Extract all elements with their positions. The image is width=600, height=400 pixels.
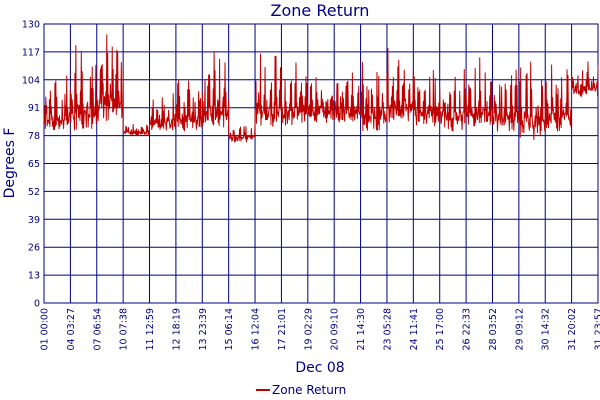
y-tick-label: 78 <box>28 131 40 142</box>
x-tick-label: 07 06:54 <box>92 308 103 351</box>
x-tick-label: 24 11:41 <box>409 308 420 351</box>
y-tick-label: 130 <box>22 20 40 31</box>
x-tick-label: 26 22:33 <box>462 308 473 351</box>
plot-border <box>43 23 599 304</box>
x-tick-label: 19 02:29 <box>303 308 314 351</box>
y-tick-label: 0 <box>34 299 40 310</box>
y-tick-label: 26 <box>28 243 40 254</box>
x-tick-label: 28 03:52 <box>488 308 499 351</box>
y-tick-label: 91 <box>28 103 40 114</box>
y-tick-label: 52 <box>28 187 40 198</box>
x-tick-label: 29 09:12 <box>514 308 525 351</box>
legend: Zone Return <box>256 383 346 397</box>
series-line-zone-return <box>43 34 599 143</box>
x-tick-label: 30 14:32 <box>541 308 552 351</box>
x-tick-label: 25 17:00 <box>435 308 446 351</box>
y-tick-label: 104 <box>22 75 40 86</box>
chart-title: Zone Return <box>271 1 370 20</box>
x-tick-label: 16 12:04 <box>251 308 262 351</box>
x-tick-label: 23 05:28 <box>382 308 393 351</box>
legend-label: Zone Return <box>272 383 346 397</box>
x-tick-label: 31 20:02 <box>567 308 578 351</box>
y-tick-label: 65 <box>28 159 40 170</box>
x-tick-label: 21 14:30 <box>356 308 367 351</box>
x-axis-label: Dec 08 <box>295 360 344 376</box>
x-tick-label: 12 18:19 <box>171 308 182 351</box>
x-tick-label: 11 12:59 <box>145 308 156 351</box>
y-tick-label: 39 <box>28 215 40 226</box>
x-tick-label: 01 00:00 <box>40 308 51 351</box>
y-tick-label: 13 <box>28 271 40 282</box>
x-tick-label: 04 03:27 <box>66 308 77 351</box>
x-tick-label: 15 06:14 <box>224 308 235 351</box>
x-tick-label: 20 09:10 <box>330 308 341 351</box>
x-tick-label: 31 23:57 <box>594 308 600 351</box>
y-axis-label: Degrees F <box>2 128 18 199</box>
x-tick-label: 17 21:01 <box>277 308 288 351</box>
x-tick-label: 13 23:39 <box>198 308 209 351</box>
plot-area: 0 13 26 39 52 65 78 91 104 117 130 01 00:00 04 03:27… <box>22 20 600 351</box>
x-tick-label: 10 07:38 <box>119 308 130 351</box>
y-tick-label: 117 <box>22 47 40 58</box>
